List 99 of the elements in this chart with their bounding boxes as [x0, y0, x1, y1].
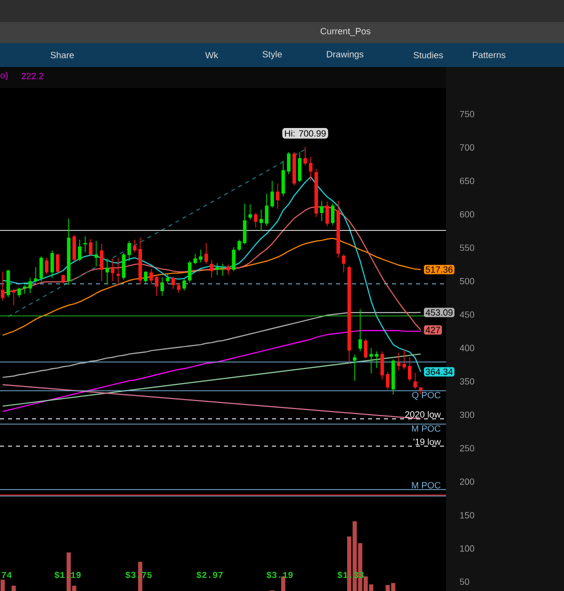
candlestick — [210, 259, 214, 278]
candlestick — [286, 152, 290, 175]
y-tick-label: 350 — [460, 378, 474, 385]
candlestick — [325, 201, 329, 227]
candlestick — [264, 193, 268, 226]
y-tick-label: 50 — [460, 578, 470, 585]
candlestick — [127, 240, 131, 262]
candlestick — [408, 356, 412, 382]
candlestick — [44, 257, 48, 275]
candlestick — [330, 203, 334, 226]
candlestick — [198, 249, 202, 263]
y-tick-label: 400 — [460, 344, 474, 352]
candlestick — [215, 262, 219, 276]
candlestick — [61, 274, 65, 284]
candlestick — [144, 270, 148, 284]
candlestick — [116, 257, 120, 285]
candlestick — [188, 260, 192, 283]
y-tick-label: 600 — [460, 211, 474, 218]
y-tick-label: 550 — [460, 244, 474, 251]
candlestick — [303, 146, 307, 166]
candlestick — [281, 160, 285, 197]
candlestick — [254, 212, 258, 228]
candlestick — [12, 288, 16, 306]
candlestick — [413, 372, 417, 390]
candlestick — [50, 250, 54, 278]
candlestick — [380, 350, 384, 380]
candlestick — [232, 246, 236, 272]
candlestick — [369, 348, 373, 374]
candlestick — [396, 352, 400, 372]
candlestick — [270, 180, 274, 208]
y-tick-label: 750 — [460, 110, 474, 118]
text: o) — [0, 72, 8, 80]
candlestick — [149, 268, 153, 285]
candlestick — [364, 338, 368, 360]
text: Drawings — [326, 50, 364, 60]
y-tick-label: 650 — [460, 178, 474, 184]
candlestick — [132, 239, 136, 253]
ref-line-label: M POC — [412, 482, 440, 488]
candlestick — [308, 156, 312, 182]
candlestick — [276, 183, 280, 210]
candlestick — [0, 271, 4, 301]
candlestick — [83, 236, 87, 253]
candlestick — [374, 350, 378, 368]
text: 222.2 — [22, 72, 44, 80]
annotation: Hi: 700.99 — [285, 130, 326, 137]
text: Share — [50, 52, 74, 58]
text: Current_Pos — [320, 28, 370, 36]
y-tick-label: 250 — [460, 445, 474, 452]
candlestick — [204, 242, 208, 264]
candlestick — [105, 258, 109, 285]
candlestick — [182, 278, 186, 291]
candlestick — [34, 266, 38, 283]
y-tick-label: 200 — [460, 478, 474, 485]
annotation: $3.19 — [266, 571, 293, 579]
data-label: 453.09 — [426, 309, 453, 316]
annotation: 74 — [2, 572, 12, 578]
text: Patterns — [472, 52, 506, 58]
candlestick — [39, 256, 43, 282]
text: Studies — [414, 52, 443, 58]
text: Wk — [205, 52, 218, 58]
candlestick — [259, 209, 263, 232]
candlestick — [160, 276, 164, 296]
y-tick-label: 300 — [460, 412, 474, 418]
candlestick — [176, 282, 180, 293]
candlestick — [226, 264, 230, 275]
candlestick — [28, 277, 32, 294]
candlestick — [72, 234, 76, 262]
data-label: 427 — [426, 326, 440, 334]
text: Style — [262, 50, 282, 60]
data-label: 364.34 — [426, 368, 453, 375]
ref-line-label: Q POC — [412, 392, 440, 400]
data-label: 517.36 — [426, 266, 453, 273]
candlestick — [386, 372, 390, 390]
candlestick — [298, 152, 302, 183]
candlestick — [110, 258, 114, 282]
y-tick-label: 700 — [460, 144, 474, 151]
ref-line-label: '19 low — [414, 438, 441, 446]
annotation: $2.97 — [196, 571, 223, 579]
candlestick — [171, 276, 175, 290]
candlestick — [100, 243, 104, 282]
ref-line-label: 2020 low — [405, 411, 441, 418]
ref-line-label: M POC — [412, 425, 440, 432]
candlestick — [17, 287, 21, 298]
y-tick-label: 500 — [460, 278, 474, 284]
candlestick — [320, 200, 324, 222]
y-tick-label: 100 — [460, 545, 474, 552]
y-tick-label: 450 — [460, 311, 474, 318]
candlestick — [358, 308, 362, 352]
candlestick — [56, 253, 60, 275]
candlestick — [342, 254, 346, 273]
candlestick — [242, 203, 246, 245]
candlestick — [122, 252, 126, 280]
candlestick — [237, 239, 241, 252]
candlestick — [78, 239, 82, 262]
y-tick-label: 150 — [460, 512, 474, 518]
candlestick — [154, 274, 158, 296]
candlestick — [402, 348, 406, 370]
candlestick — [193, 253, 197, 265]
candlestick — [88, 238, 92, 256]
